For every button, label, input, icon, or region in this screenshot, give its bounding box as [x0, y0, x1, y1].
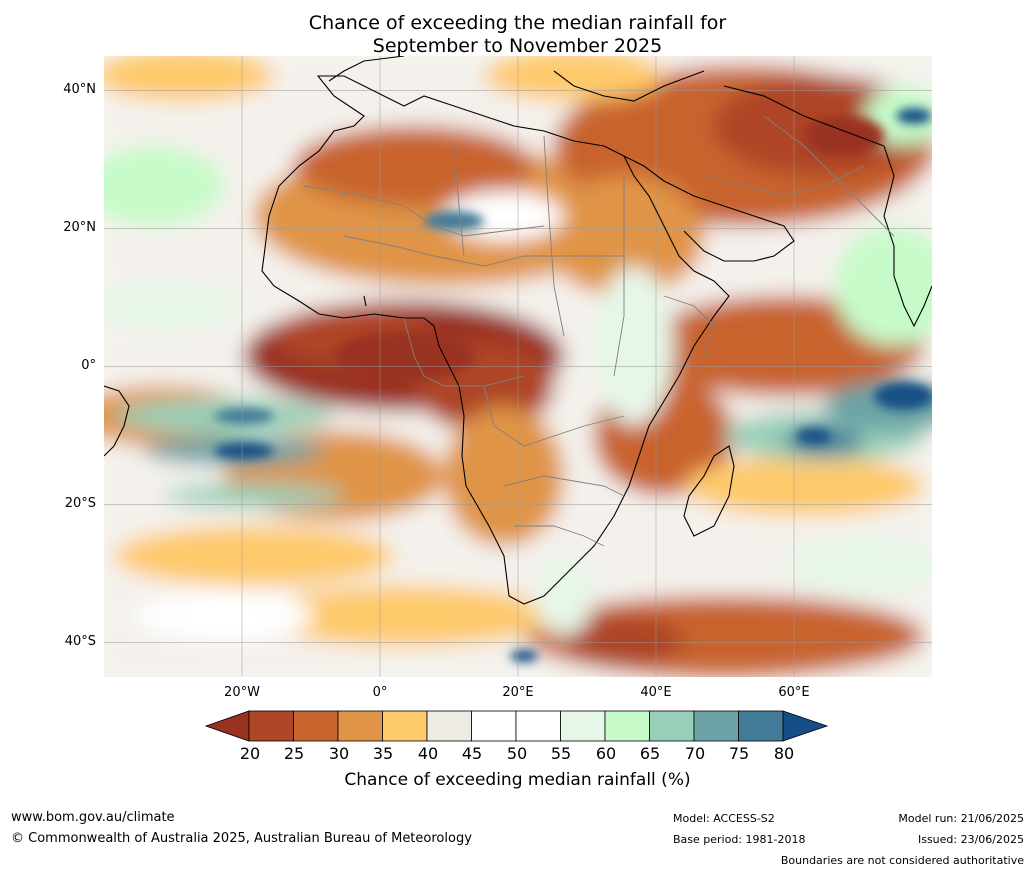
lat-label-20n: 20°N	[63, 220, 96, 235]
lon-label-0: 0°	[372, 685, 388, 700]
colorbar-tick: 25	[283, 744, 305, 763]
footer-model-run: Model run: 21/06/2025	[898, 812, 1024, 825]
colorbar-extend-high	[782, 710, 829, 742]
colorbar-tick: 45	[461, 744, 483, 763]
anomaly-cores	[214, 108, 932, 662]
colorbar-cell	[560, 710, 606, 742]
lat-label-0: 0°	[81, 358, 96, 373]
colorbar-cell	[382, 710, 428, 742]
lon-label-40e: 40°E	[640, 685, 672, 700]
colorbar-label: Chance of exceeding median rainfall (%)	[344, 770, 691, 790]
rainfall-map	[104, 56, 932, 677]
lon-label-60e: 60°E	[778, 685, 810, 700]
colorbar-cell	[426, 710, 472, 742]
footer-model: Model: ACCESS-S2	[673, 812, 775, 825]
colorbar-cell	[515, 710, 561, 742]
colorbar-tick: 55	[550, 744, 572, 763]
map-title-line1: Chance of exceeding the median rainfall …	[308, 12, 727, 34]
colorbar-tick: 80	[773, 744, 795, 763]
footer-base-period: Base period: 1981-2018	[673, 833, 806, 846]
graticule	[104, 56, 932, 677]
colorbar-cell	[604, 710, 650, 742]
colorbar	[205, 710, 829, 742]
coastlines	[104, 56, 932, 605]
colorbar-cell	[693, 710, 739, 742]
footer-disclaimer: Boundaries are not considered authoritat…	[780, 854, 1024, 867]
colorbar-cell	[649, 710, 695, 742]
colorbar-tick: 65	[639, 744, 661, 763]
colorbar-cell	[337, 710, 383, 742]
colorbar-cell	[293, 710, 339, 742]
lat-label-20s: 20°S	[64, 496, 96, 511]
footer-copyright: © Commonwealth of Australia 2025, Austra…	[11, 831, 472, 846]
country-borders	[303, 115, 895, 547]
colorbar-tick: 30	[328, 744, 350, 763]
lon-label-20w: 20°W	[224, 685, 260, 700]
colorbar-cell	[248, 710, 294, 742]
colorbar-tick: 50	[506, 744, 528, 763]
colorbar-tick: 40	[417, 744, 439, 763]
lat-label-40s: 40°S	[64, 634, 96, 649]
colorbar-tick: 60	[595, 744, 617, 763]
colorbar-tick: 75	[728, 744, 750, 763]
colorbar-tick: 35	[372, 744, 394, 763]
map-title-line2: September to November 2025	[372, 35, 663, 57]
lon-label-20e: 20°E	[502, 685, 534, 700]
colorbar-cell	[738, 710, 784, 742]
lat-label-40n: 40°N	[63, 82, 96, 97]
footer-issued: Issued: 23/06/2025	[917, 833, 1024, 846]
colorbar-tick: 20	[239, 744, 261, 763]
colorbar-tick: 70	[684, 744, 706, 763]
colorbar-cell	[471, 710, 517, 742]
footer-url[interactable]: www.bom.gov.au/climate	[11, 810, 175, 825]
colorbar-extend-low	[205, 710, 250, 742]
